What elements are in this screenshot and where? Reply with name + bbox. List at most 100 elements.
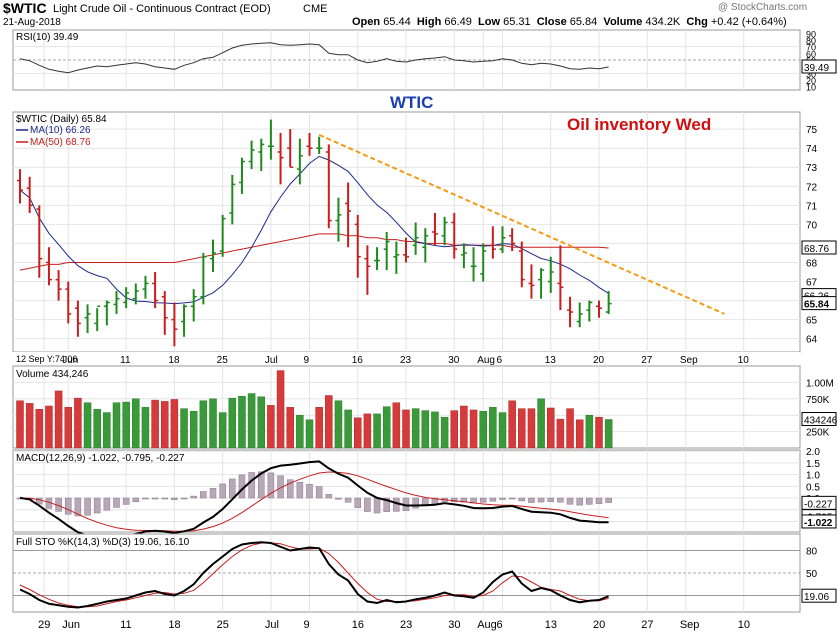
price-tick-label: 71 bbox=[806, 201, 818, 212]
volume-bar bbox=[64, 407, 72, 449]
price-tick-label: 75 bbox=[806, 125, 818, 136]
bottom-x-tick-label: Aug bbox=[477, 619, 497, 631]
chg-value: +0.42 (+0.64%) bbox=[710, 16, 787, 28]
volume-last-box bbox=[801, 412, 837, 427]
volume-bar bbox=[103, 412, 111, 449]
volume-bar bbox=[238, 395, 246, 449]
volume-bar bbox=[305, 419, 314, 449]
macd-histogram-bar bbox=[393, 497, 400, 512]
volume-bar bbox=[518, 408, 526, 449]
volume-bar bbox=[189, 411, 198, 449]
macd-histogram-bar bbox=[499, 497, 506, 500]
macd-histogram-bar bbox=[209, 488, 217, 499]
price-tick-label: 73 bbox=[806, 163, 818, 174]
bottom-x-tick-label: 16 bbox=[352, 619, 364, 631]
chart-header: $WTIC Light Crude Oil - Continuous Contr… bbox=[0, 0, 838, 30]
macd-histogram-bar bbox=[84, 497, 91, 516]
macd-tick-label: 2.0 bbox=[806, 447, 820, 458]
rsi-tick-label: 10 bbox=[806, 83, 816, 93]
macd-histogram-bar bbox=[576, 497, 583, 506]
macd-histogram-bar bbox=[132, 497, 140, 503]
price-tick-label: 70 bbox=[806, 220, 818, 231]
macd-tick-label: 0.5 bbox=[806, 482, 820, 493]
macd-histogram-bar bbox=[586, 497, 593, 505]
ma50-line bbox=[19, 233, 609, 271]
bottom-x-tick-label: 25 bbox=[217, 619, 229, 631]
macd-histogram-bar bbox=[267, 472, 275, 499]
price-tick-label: 67 bbox=[806, 278, 818, 289]
macd-histogram-bar bbox=[286, 479, 294, 499]
wtic-annotation: WTIC bbox=[390, 93, 433, 112]
macd-tick-label: 1.0 bbox=[806, 471, 820, 482]
volume-bar bbox=[334, 400, 343, 449]
volume-bar bbox=[199, 400, 208, 449]
rsi-tick-label: 70 bbox=[806, 43, 816, 53]
bottom-x-tick-label: 18 bbox=[168, 619, 180, 631]
volume-bar bbox=[344, 409, 352, 449]
rsi-line bbox=[19, 42, 609, 74]
price-x-tick-label: 16 bbox=[352, 355, 364, 366]
macd-histogram-bar bbox=[229, 478, 236, 499]
bottom-x-tick-label: 29 bbox=[38, 619, 50, 631]
volume-bar bbox=[83, 402, 92, 449]
rsi-tick-label: 30 bbox=[806, 69, 816, 79]
volume-bar bbox=[595, 416, 603, 449]
macd-histogram-bar bbox=[595, 497, 603, 505]
low-value: 65.31 bbox=[503, 16, 531, 28]
volume-bar bbox=[585, 414, 594, 449]
volume-bar bbox=[93, 409, 101, 449]
volume-bar bbox=[527, 408, 536, 449]
volume-bar bbox=[402, 409, 410, 449]
macd-histogram-bar bbox=[142, 497, 149, 500]
volume-value: 434.2K bbox=[645, 16, 681, 28]
volume-bar bbox=[489, 407, 497, 449]
volume-bar bbox=[257, 396, 265, 449]
volume-bar bbox=[54, 390, 63, 449]
volume-bar bbox=[556, 418, 565, 449]
volume-bar bbox=[267, 405, 275, 449]
macd-tick-label: 1.5 bbox=[806, 459, 820, 470]
close-last-value: 65.84 bbox=[804, 300, 829, 311]
volume-bar bbox=[151, 399, 159, 449]
price-x-tick-label: 30 bbox=[448, 355, 460, 366]
ohlc-readout: Open 65.44 High 66.49 Low 65.31 Close 65… bbox=[352, 16, 787, 28]
volume-bar bbox=[122, 401, 130, 449]
stockcharts-watermark: @ StockCharts.com bbox=[718, 2, 808, 13]
price-x-tick-label: Jul bbox=[265, 355, 278, 366]
volume-bar bbox=[431, 411, 439, 449]
bottom-x-tick-label: Jul bbox=[265, 619, 279, 631]
bottom-x-tick-label: Sep bbox=[680, 619, 700, 631]
macd-histogram-bar bbox=[528, 497, 535, 503]
macd-histogram-bar bbox=[103, 497, 111, 511]
price-x-tick-label: Sep bbox=[680, 355, 698, 366]
volume-bar bbox=[35, 409, 44, 449]
ma50-last-value: 68.76 bbox=[804, 244, 829, 255]
macd-histogram-bar bbox=[518, 497, 526, 502]
volume-bar bbox=[575, 419, 584, 449]
macd-histogram-bar bbox=[306, 484, 313, 499]
macd-histogram-bar bbox=[200, 491, 207, 499]
bottom-x-tick-label: 23 bbox=[400, 619, 412, 631]
price-tick-label: 65 bbox=[806, 316, 818, 327]
price-x-tick-label: Jun bbox=[62, 355, 78, 366]
chg-label: Chg bbox=[686, 16, 708, 28]
macd-histogram-bar bbox=[344, 497, 352, 503]
macd-histogram-bar bbox=[373, 497, 381, 514]
bottom-x-tick-label: 27 bbox=[641, 619, 653, 631]
low-label: Low bbox=[478, 16, 501, 28]
volume-bar bbox=[440, 416, 449, 449]
volume-bar bbox=[74, 397, 82, 449]
ma10-legend: MA(10) 66.26 bbox=[30, 125, 91, 136]
volume-bar bbox=[508, 400, 516, 449]
volume-bar bbox=[363, 413, 372, 449]
volume-bar bbox=[421, 410, 430, 449]
macd-histogram-bar bbox=[325, 494, 333, 499]
volume-tick-label: 1.00M bbox=[806, 378, 834, 389]
price-tick-label: 74 bbox=[806, 144, 818, 155]
rsi-title: RSI(10) 39.49 bbox=[16, 32, 79, 43]
macd-histogram-bar bbox=[248, 472, 255, 499]
price-x-tick-label: 10 bbox=[738, 355, 750, 366]
volume-bar bbox=[547, 407, 555, 449]
sto-title: Full STO %K(14,3) %D(3) 19.06, 16.10 bbox=[16, 537, 190, 548]
macd-histogram-bar bbox=[383, 497, 390, 512]
